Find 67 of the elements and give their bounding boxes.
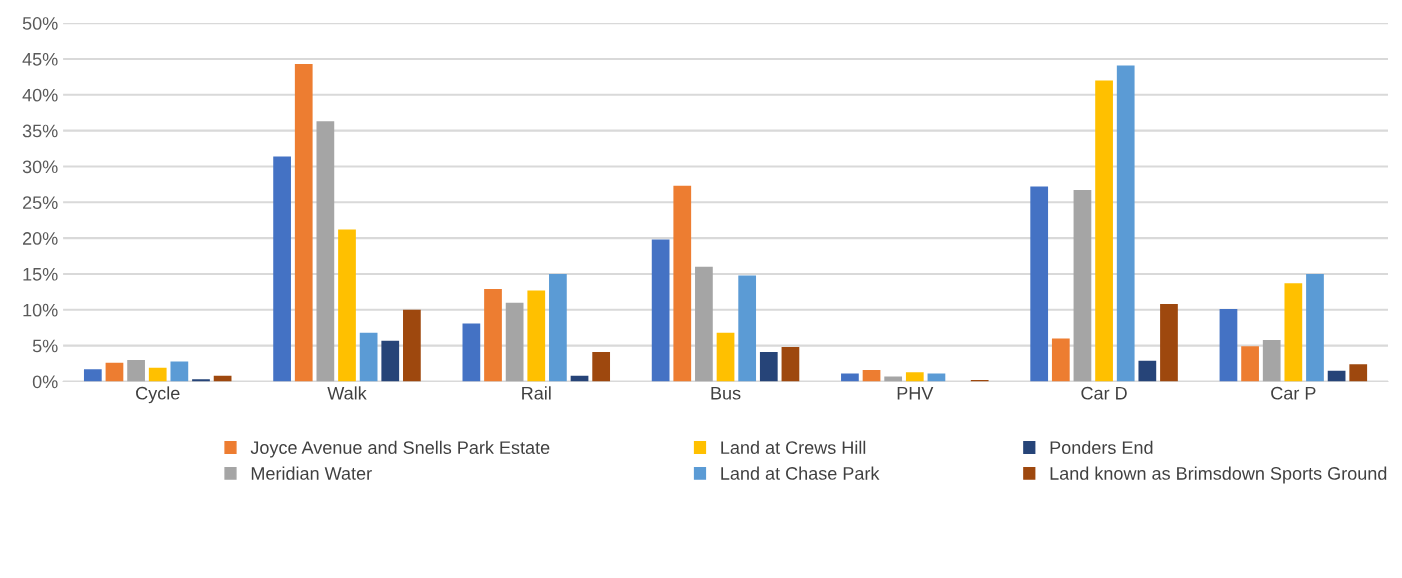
bar — [316, 121, 335, 382]
bar — [1284, 283, 1303, 382]
y-tick-label: 5% — [32, 339, 58, 353]
y-tick-label: 20% — [23, 232, 58, 245]
legend-label: Land known as Brimsdown Sports Ground — [1050, 466, 1387, 484]
bar — [527, 290, 546, 382]
bar — [1219, 309, 1238, 382]
x-tick-label: Cycle — [136, 386, 180, 404]
bar — [716, 332, 735, 382]
x-tick-label: Car P — [1271, 386, 1316, 400]
y-tick-label: 0% — [32, 375, 58, 389]
bar — [592, 352, 611, 382]
bar — [338, 229, 356, 382]
legend-label: Meridian Water — [251, 466, 372, 480]
bar — [273, 156, 291, 382]
bar — [738, 275, 757, 382]
bar — [905, 372, 924, 382]
bar — [759, 352, 778, 382]
bar — [105, 362, 124, 382]
x-tick-label: Car D — [1081, 386, 1127, 400]
y-tick-label: 40% — [22, 88, 58, 102]
bar — [651, 239, 670, 382]
y-tick-label: 25% — [23, 196, 58, 210]
y-tick-label: 15% — [23, 267, 58, 281]
bar — [359, 332, 378, 382]
bar — [1073, 190, 1092, 382]
bar — [884, 376, 903, 382]
legend-label: Land at Chase Park — [721, 466, 880, 480]
legend-label: Joyce Avenue and Snells Park Estate — [250, 440, 550, 458]
bar — [673, 185, 692, 382]
y-tick-label: 45% — [22, 52, 58, 66]
bar — [695, 266, 713, 382]
x-tick-label: Bus — [711, 387, 741, 400]
bar — [294, 63, 313, 382]
bar — [1138, 360, 1157, 382]
legend-label: Ponders End — [1050, 440, 1153, 454]
bar — [505, 302, 524, 382]
bar — [1262, 339, 1281, 382]
bar — [403, 309, 421, 382]
y-tick-label: 35% — [22, 124, 58, 138]
x-tick-label: Rail — [522, 386, 551, 400]
x-tick-label: Walk — [327, 386, 367, 400]
bar — [192, 379, 210, 382]
bar — [462, 323, 481, 382]
bar — [1030, 186, 1049, 382]
bar — [83, 369, 102, 382]
bar — [1306, 273, 1324, 382]
bar — [841, 373, 859, 382]
y-tick-label: 50% — [22, 17, 58, 30]
bar — [484, 289, 502, 382]
bar — [148, 367, 167, 382]
x-tick-label: PHV — [897, 387, 934, 400]
bar — [1116, 65, 1135, 382]
y-tick-label: 10% — [23, 303, 58, 317]
legend-label: Land at Crews Hill — [721, 440, 866, 454]
bar — [1095, 80, 1113, 382]
bar — [1349, 364, 1368, 382]
bar — [549, 273, 567, 382]
bar — [127, 359, 145, 382]
y-tick-label: 30% — [22, 160, 58, 174]
bar — [170, 361, 189, 382]
bar — [1241, 346, 1259, 382]
bar — [381, 340, 400, 382]
bar — [781, 347, 800, 382]
bar — [1051, 338, 1070, 382]
bar — [1160, 304, 1178, 382]
bar — [862, 370, 881, 382]
